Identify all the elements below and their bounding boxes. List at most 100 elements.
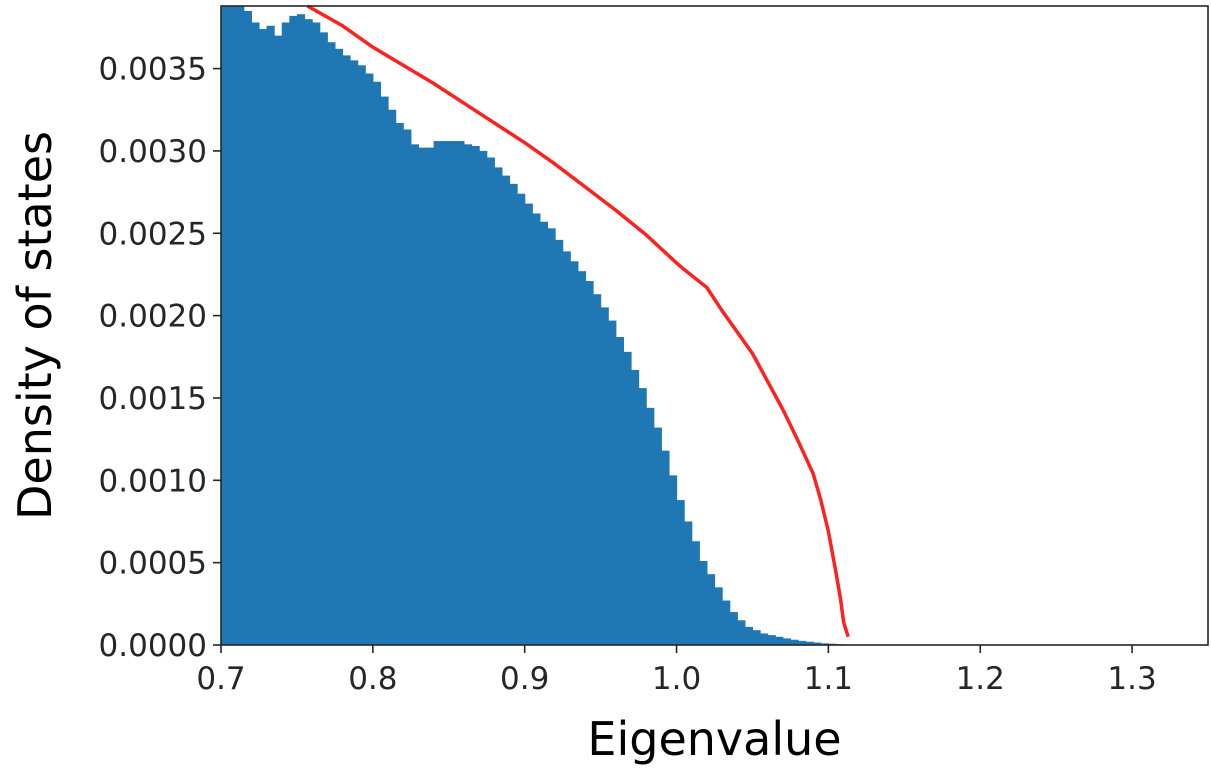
histogram-bar <box>729 612 738 645</box>
histogram-bar <box>509 183 518 645</box>
histogram-bar <box>775 636 784 645</box>
histogram-bar <box>479 150 488 645</box>
histogram-bar <box>782 638 792 645</box>
histogram-bar <box>760 633 769 645</box>
histogram-bar <box>471 145 480 646</box>
histogram-bar <box>365 73 374 645</box>
plot-frame <box>220 5 1209 646</box>
histogram-bar <box>403 129 412 645</box>
histogram-bar <box>372 81 382 645</box>
y-axis-label: Density of states <box>8 131 62 520</box>
histogram-bar <box>593 294 602 645</box>
x-tick-label: 0.7 <box>196 661 245 697</box>
y-tick-label: 0.0010 <box>99 463 207 499</box>
histogram-bar <box>501 175 511 645</box>
x-tick-label: 1.1 <box>804 661 853 697</box>
histogram-bar <box>820 643 829 645</box>
x-tick-label: 0.9 <box>500 661 549 697</box>
histogram-bar <box>547 228 556 645</box>
histogram-bar <box>562 251 571 645</box>
histogram-bar <box>585 281 594 645</box>
x-tick-label: 1.3 <box>1107 661 1156 697</box>
histogram-bar <box>790 639 799 645</box>
histogram-bar <box>661 450 670 645</box>
histogram-bar <box>433 141 442 646</box>
histogram-bar <box>805 641 814 645</box>
histogram-bar <box>312 22 321 646</box>
histogram-bar <box>524 203 533 645</box>
histogram-bar <box>410 144 419 645</box>
histogram-bar <box>258 29 268 646</box>
histogram-bar <box>456 141 465 646</box>
x-axis-ticks: 0.7 0.8 0.9 1.0 1.1 1.2 1.3 <box>196 645 1157 697</box>
histogram-bar <box>243 10 252 645</box>
histogram-bar <box>813 642 822 645</box>
histogram-bar <box>221 6 230 645</box>
histogram-bar <box>676 500 685 645</box>
histogram-bar <box>744 626 754 645</box>
y-tick-label: 0.0025 <box>99 216 207 252</box>
histogram-bar <box>327 42 336 646</box>
histogram-bar <box>296 14 306 646</box>
histogram-bar <box>630 369 640 645</box>
y-tick-label: 0.0030 <box>99 134 207 170</box>
histogram-bar <box>668 475 678 645</box>
histogram-bar <box>463 144 473 645</box>
histogram-bar <box>350 60 359 646</box>
histogram-bar <box>684 521 693 645</box>
histogram-bar <box>494 167 503 645</box>
histogram-bar <box>334 48 344 645</box>
histogram-bar <box>570 261 579 645</box>
histogram-bar <box>623 351 632 645</box>
histogram-bar <box>539 221 549 646</box>
histogram-bar <box>251 22 260 646</box>
histogram-bar <box>281 22 290 646</box>
theory-curve <box>306 4 850 638</box>
histogram-bar <box>380 96 389 645</box>
histogram-bar <box>388 109 397 645</box>
histogram-bar <box>395 122 404 646</box>
histogram-bar <box>699 561 708 645</box>
histogram-bar <box>722 600 731 645</box>
y-tick-label: 0.0005 <box>99 546 207 582</box>
histogram-bar <box>798 640 807 645</box>
histogram-bar <box>357 65 366 646</box>
histogram-bar <box>289 15 298 645</box>
x-tick-label: 1.2 <box>956 661 1005 697</box>
y-tick-label: 0.0035 <box>99 52 207 88</box>
y-tick-label: 0.0015 <box>99 381 207 417</box>
histogram-bar <box>555 239 564 646</box>
histogram-bar <box>304 19 313 646</box>
histogram-bar <box>532 213 541 645</box>
x-axis-label: Eigenvalue <box>587 712 841 766</box>
histogram-bar <box>342 55 351 646</box>
histogram-bar <box>319 32 328 646</box>
histogram-bar <box>691 541 700 645</box>
histogram-bar <box>236 6 245 645</box>
histogram-bar <box>737 620 746 645</box>
y-axis-ticks: 0.0000 0.0005 0.0010 0.0015 0.0020 0.0025 0.00… <box>99 52 221 664</box>
histogram-bar <box>615 337 624 645</box>
histogram-bar <box>486 157 495 645</box>
histogram-bar <box>266 25 275 645</box>
histogram-bar <box>706 574 716 645</box>
histogram-bar <box>600 307 609 645</box>
y-tick-label: 0.0000 <box>99 628 207 664</box>
histogram-bar <box>653 427 662 645</box>
histogram-bar <box>752 630 761 645</box>
histogram-bar <box>638 388 647 645</box>
histogram-bar <box>418 147 427 645</box>
histogram-bar <box>448 141 457 646</box>
y-tick-label: 0.0020 <box>99 299 207 335</box>
histogram-bar <box>646 407 655 645</box>
histogram-bars <box>221 6 860 646</box>
histogram-bar <box>608 320 617 645</box>
x-tick-label: 1.0 <box>652 661 701 697</box>
histogram-bar <box>767 635 776 645</box>
x-tick-label: 0.8 <box>348 661 397 697</box>
histogram-bar <box>714 587 723 645</box>
histogram-bar <box>425 147 435 645</box>
histogram-bar <box>577 271 587 645</box>
histogram-bar <box>441 141 450 646</box>
